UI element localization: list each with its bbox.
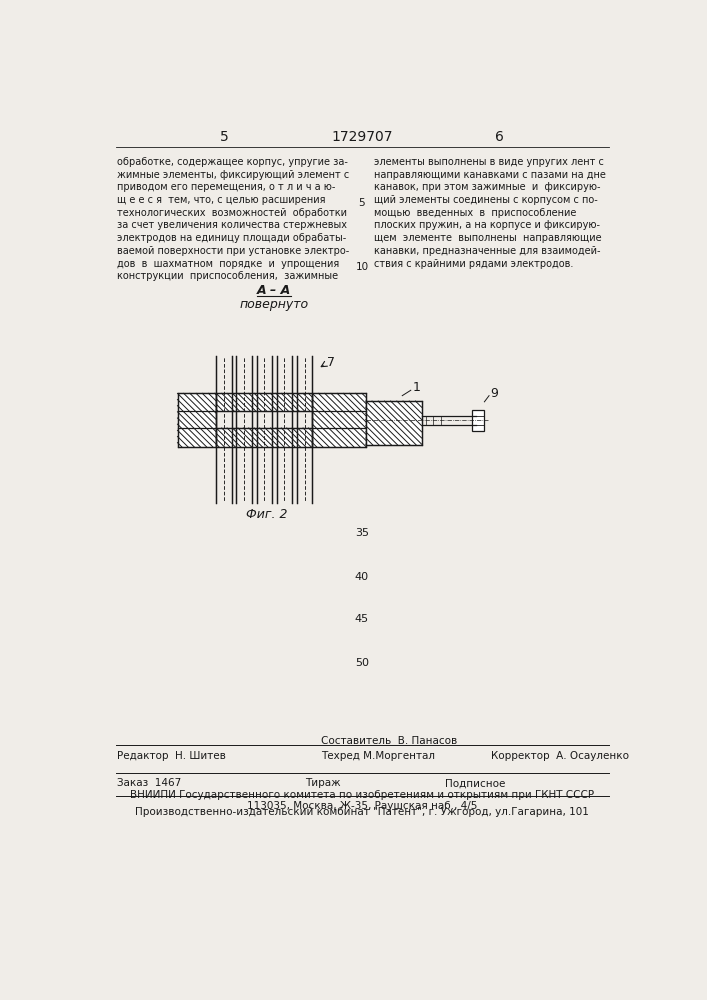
Text: Производственно-издательский комбинат "Патент", г. Ужгород, ул.Гагарина, 101: Производственно-издательский комбинат "П… bbox=[135, 807, 589, 817]
Text: 113035, Москва, Ж-35, Раушская наб., 4/5: 113035, Москва, Ж-35, Раушская наб., 4/5 bbox=[247, 801, 477, 811]
Bar bbox=[216, 428, 312, 447]
Bar bbox=[177, 393, 216, 447]
Text: 45: 45 bbox=[355, 614, 369, 624]
Text: щий элементы соединены с корпусом с по-: щий элементы соединены с корпусом с по- bbox=[373, 195, 597, 205]
Bar bbox=[216, 393, 312, 411]
Text: конструкции  приспособления,  зажимные: конструкции приспособления, зажимные bbox=[117, 271, 338, 281]
Text: жимные элементы, фиксирующий элемент с: жимные элементы, фиксирующий элемент с bbox=[117, 170, 349, 180]
Text: Составитель  В. Панасов: Составитель В. Панасов bbox=[321, 736, 457, 746]
Text: повернуто: повернуто bbox=[240, 298, 309, 311]
Text: 9: 9 bbox=[490, 387, 498, 400]
Text: 10: 10 bbox=[356, 262, 368, 272]
Text: Фиг. 2: Фиг. 2 bbox=[246, 508, 287, 521]
Text: канавок, при этом зажимные  и  фиксирую-: канавок, при этом зажимные и фиксирую- bbox=[373, 182, 600, 192]
Text: 1729707: 1729707 bbox=[331, 130, 392, 144]
Text: плоских пружин, а на корпусе и фиксирую-: плоских пружин, а на корпусе и фиксирую- bbox=[373, 220, 600, 230]
Text: ваемой поверхности при установке электро-: ваемой поверхности при установке электро… bbox=[117, 246, 349, 256]
Text: ВНИИПИ Государственного комитета по изобретениям и открытиям при ГКНТ СССР: ВНИИПИ Государственного комитета по изоб… bbox=[130, 790, 594, 800]
Text: Корректор  А. Осауленко: Корректор А. Осауленко bbox=[491, 751, 629, 761]
Text: электродов на единицу площади обрабаты-: электродов на единицу площади обрабаты- bbox=[117, 233, 346, 243]
Text: щем  элементе  выполнены  направляющие: щем элементе выполнены направляющие bbox=[373, 233, 601, 243]
Text: мощью  введенных  в  приспособление: мощью введенных в приспособление bbox=[373, 208, 576, 218]
Text: канавки, предназначенные для взаимодей-: канавки, предназначенные для взаимодей- bbox=[373, 246, 600, 256]
Text: ствия с крайними рядами электродов.: ствия с крайними рядами электродов. bbox=[373, 259, 573, 269]
Text: приводом его перемещения, о т л и ч а ю-: приводом его перемещения, о т л и ч а ю- bbox=[117, 182, 335, 192]
Text: дов  в  шахматном  порядке  и  упрощения: дов в шахматном порядке и упрощения bbox=[117, 259, 339, 269]
Text: 5: 5 bbox=[358, 198, 366, 208]
Text: за счет увеличения количества стержневых: за счет увеличения количества стержневых bbox=[117, 220, 347, 230]
Bar bbox=[366, 401, 421, 445]
Text: технологических  возможностей  обработки: технологических возможностей обработки bbox=[117, 208, 347, 218]
Text: 5: 5 bbox=[221, 130, 229, 144]
Text: 35: 35 bbox=[355, 528, 369, 538]
Text: Тираж: Тираж bbox=[305, 778, 341, 788]
Bar bbox=[472, 410, 484, 431]
Text: щ е е с я  тем, что, с целью расширения: щ е е с я тем, что, с целью расширения bbox=[117, 195, 325, 205]
Text: 40: 40 bbox=[355, 572, 369, 582]
Text: 1: 1 bbox=[412, 381, 420, 394]
Bar bbox=[312, 393, 366, 447]
Text: 50: 50 bbox=[355, 658, 369, 668]
Text: 6: 6 bbox=[495, 130, 503, 144]
Text: Подписное: Подписное bbox=[445, 778, 506, 788]
Text: элементы выполнены в виде упругих лент с: элементы выполнены в виде упругих лент с bbox=[373, 157, 604, 167]
Text: Редактор  Н. Шитев: Редактор Н. Шитев bbox=[117, 751, 226, 761]
Text: Заказ  1467: Заказ 1467 bbox=[117, 778, 181, 788]
Text: А – А: А – А bbox=[257, 284, 291, 297]
Text: Техред М.Моргентал: Техред М.Моргентал bbox=[321, 751, 435, 761]
Text: 7: 7 bbox=[327, 356, 335, 369]
Text: направляющими канавками с пазами на дне: направляющими канавками с пазами на дне bbox=[373, 170, 605, 180]
Text: обработке, содержащее корпус, упругие за-: обработке, содержащее корпус, упругие за… bbox=[117, 157, 348, 167]
